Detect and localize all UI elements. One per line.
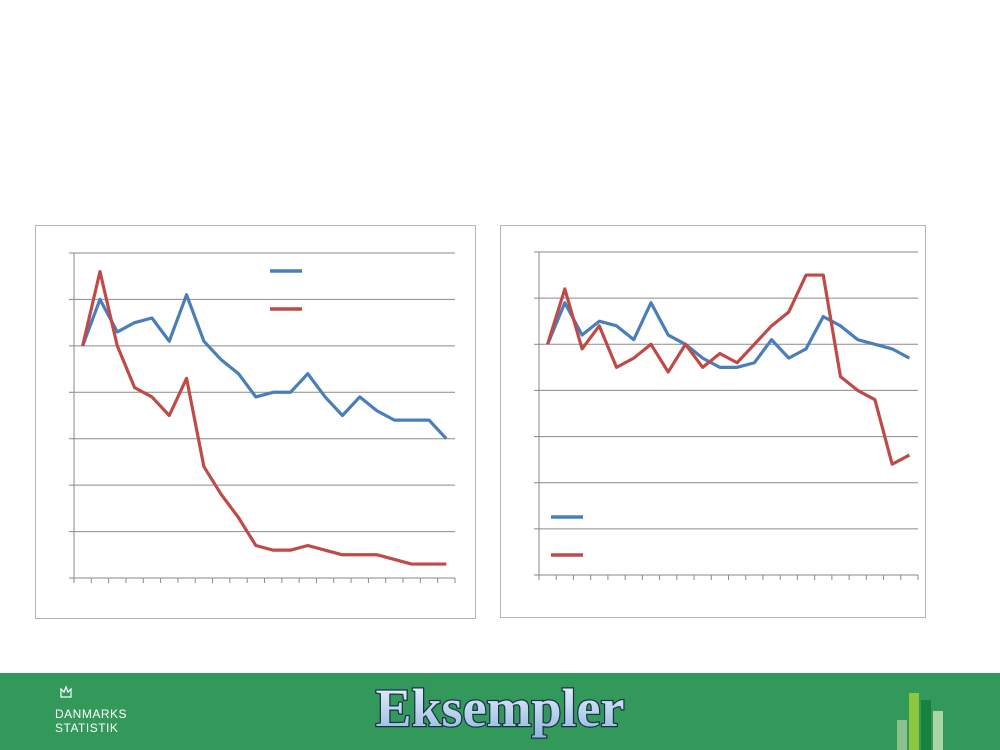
chart-frame <box>35 225 476 619</box>
deco-bar <box>909 693 919 750</box>
logo-text: DANMARKS <box>55 707 127 721</box>
deco-bar <box>933 711 943 750</box>
slide-title: Eksempler <box>376 678 625 738</box>
deco-bar <box>897 720 907 750</box>
series-line <box>81 293 448 440</box>
decoration-bars <box>897 693 943 750</box>
chart-frame <box>500 225 926 618</box>
deco-bar <box>921 700 931 750</box>
series-line <box>546 273 911 466</box>
series-line <box>546 301 911 369</box>
footer-band <box>0 673 1000 750</box>
charts <box>69 251 919 583</box>
series-line <box>81 269 447 566</box>
logo: DANMARKS STATISTIK <box>55 685 127 735</box>
logo-text: STATISTIK <box>55 721 118 735</box>
logo-crown <box>60 685 72 698</box>
